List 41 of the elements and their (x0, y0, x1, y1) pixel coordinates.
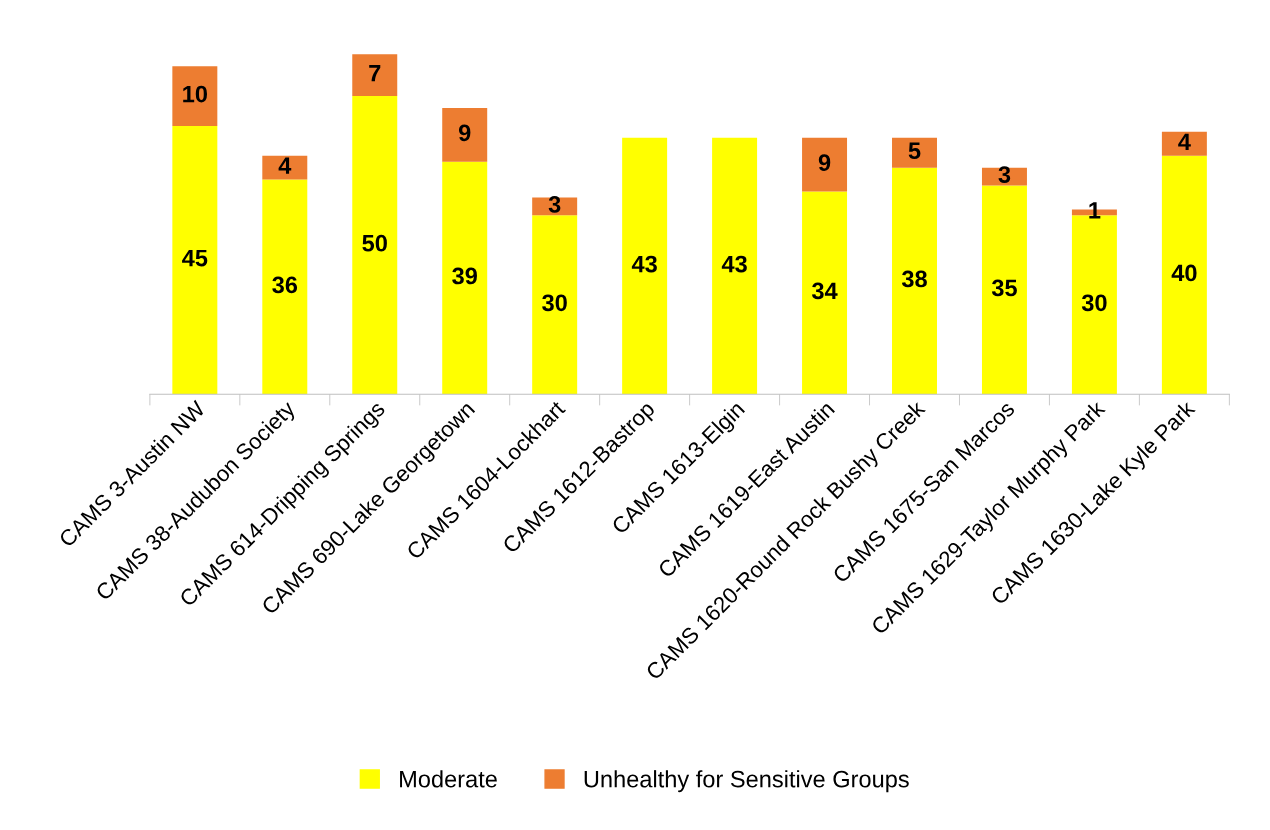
bar (352, 96, 398, 395)
data-label: 3 (548, 196, 561, 213)
bar (442, 108, 488, 162)
bar (712, 137, 758, 395)
bar (172, 66, 218, 126)
bar (262, 155, 308, 180)
data-label: 39 (452, 267, 477, 285)
data-label: 7 (369, 65, 381, 82)
bar (172, 125, 218, 395)
bar (892, 167, 937, 395)
legend-label: Unhealthy for Sensitive Groups (584, 770, 909, 793)
bar (1161, 131, 1207, 156)
bar (262, 179, 308, 395)
data-label: 45 (182, 249, 208, 267)
data-label: 5 (908, 142, 921, 160)
data-label: 9 (818, 154, 831, 171)
data-label: 4 (1178, 133, 1191, 150)
data-label: 9 (458, 124, 471, 142)
data-label: 43 (721, 255, 747, 273)
data-label: 3 (998, 166, 1011, 183)
data-label: 30 (1081, 294, 1107, 312)
data-label: 43 (631, 255, 657, 273)
bar (532, 215, 578, 395)
data-label: 10 (183, 85, 207, 103)
data-label: 30 (542, 294, 567, 312)
bar (442, 161, 488, 395)
bar (981, 185, 1027, 395)
data-label: 40 (1171, 264, 1197, 282)
data-label: 50 (362, 234, 387, 252)
bar (802, 137, 848, 192)
data-label: 4 (278, 157, 292, 174)
legend-label: Moderate (400, 770, 497, 788)
bar (802, 191, 848, 395)
bar (622, 137, 668, 395)
data-label: 36 (272, 276, 298, 294)
data-label: 34 (811, 282, 838, 300)
bar (352, 54, 398, 97)
bar (892, 137, 937, 168)
bar (1161, 155, 1207, 395)
data-label: 35 (991, 279, 1017, 297)
data-label: 38 (901, 270, 927, 288)
